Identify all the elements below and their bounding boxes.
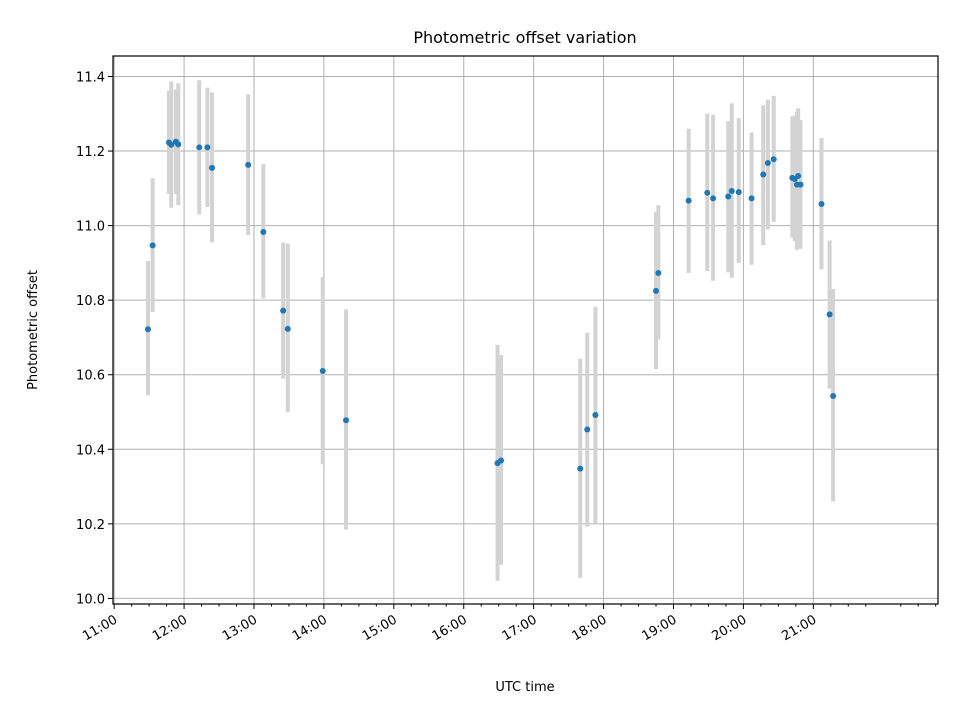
data-point xyxy=(830,392,837,399)
data-point xyxy=(735,189,742,196)
data-point xyxy=(175,141,182,148)
data-point xyxy=(280,307,287,314)
data-point xyxy=(748,195,755,202)
y-tick-label: 10.4 xyxy=(76,443,105,458)
y-axis-label: Photometric offset xyxy=(26,270,41,390)
data-points xyxy=(144,138,837,472)
y-axis: 10.0 10.2 10.4 10.6 10.8 11.0 11.2 11.4 xyxy=(76,71,113,607)
y-tick-label: 10.2 xyxy=(76,518,105,533)
y-tick-label: 10.8 xyxy=(76,294,105,309)
data-point xyxy=(826,311,833,318)
data-point xyxy=(577,465,584,472)
data-point xyxy=(144,326,151,333)
x-axis-label: UTC time xyxy=(495,680,554,695)
data-point xyxy=(584,426,591,433)
data-point xyxy=(209,164,216,171)
grid xyxy=(113,56,938,604)
data-point xyxy=(685,197,692,204)
data-point xyxy=(760,171,767,178)
y-tick-label: 10.0 xyxy=(76,592,105,607)
data-point xyxy=(710,195,717,202)
data-point xyxy=(168,141,175,148)
data-point xyxy=(592,411,599,418)
data-point xyxy=(319,368,326,375)
data-point xyxy=(770,156,777,163)
y-tick-label: 11.2 xyxy=(76,145,105,160)
data-point xyxy=(795,173,802,180)
data-point xyxy=(196,144,203,151)
data-point xyxy=(725,193,732,200)
y-tick-label: 10.6 xyxy=(76,369,105,384)
data-point xyxy=(764,159,771,166)
data-point xyxy=(498,457,505,464)
data-point xyxy=(704,189,711,196)
data-point xyxy=(245,161,252,168)
data-point xyxy=(818,200,825,207)
data-point xyxy=(653,287,660,294)
plot-frame xyxy=(112,55,939,605)
y-tick-label: 11.4 xyxy=(76,71,105,86)
data-point xyxy=(284,325,291,332)
data-point xyxy=(343,417,350,424)
data-point xyxy=(204,144,211,151)
data-point xyxy=(149,242,156,249)
chart-title: Photometric offset variation xyxy=(413,28,636,47)
y-tick-label: 11.0 xyxy=(76,220,105,235)
data-point xyxy=(260,228,267,235)
data-point xyxy=(797,181,804,188)
data-point xyxy=(728,187,735,194)
data-point xyxy=(655,269,662,276)
